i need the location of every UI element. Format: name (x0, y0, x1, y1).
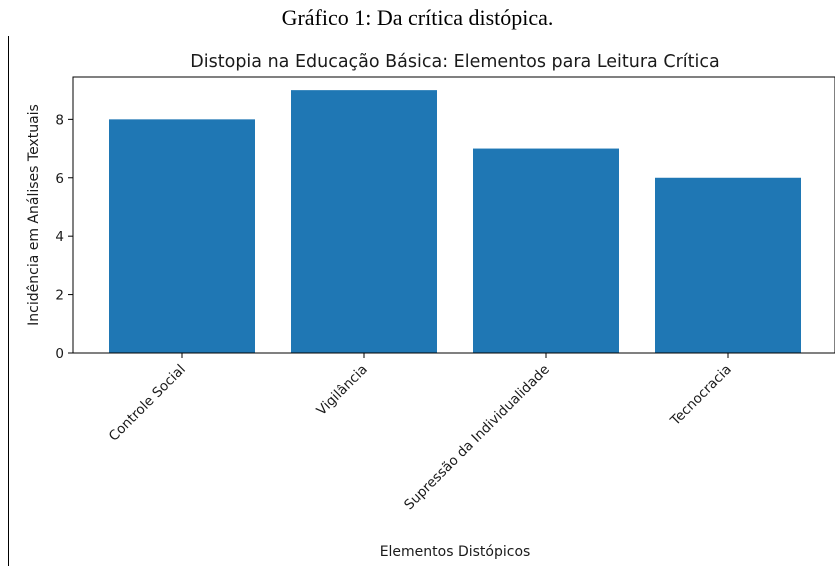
bar-3 (655, 177, 801, 353)
x-axis-label: Elementos Distópicos (380, 544, 531, 560)
figure-caption: Gráfico 1: Da crítica distópica. (281, 5, 554, 30)
x-tick-label-2: Supressão da Individualidade (401, 362, 553, 514)
plot-frame (72, 76, 835, 354)
y-tick-label-4: 8 (55, 112, 64, 128)
y-axis-label: Incidência em Análises Textuais (26, 104, 42, 326)
frame-left-rule (8, 36, 9, 566)
bar-0 (109, 119, 255, 353)
bar-1 (291, 90, 437, 354)
y-tick-label-0: 0 (55, 346, 64, 362)
x-tick-label-1: Vigilância (314, 362, 371, 419)
chart-title: Distopia na Educação Básica: Elementos p… (190, 52, 719, 72)
x-tick-label-0: Controle Social (106, 362, 189, 445)
bar-2 (473, 148, 619, 353)
y-axis: 0 2 4 6 8 (55, 112, 73, 362)
x-tick-label-3: Tecnocracia (667, 362, 735, 430)
y-tick-label-2: 4 (55, 229, 64, 245)
y-tick-label-3: 6 (55, 171, 64, 187)
x-axis: Controle Social Vigilância Supressão da In… (106, 353, 735, 513)
y-tick-label-1: 2 (55, 288, 64, 304)
bars-group (109, 90, 801, 354)
